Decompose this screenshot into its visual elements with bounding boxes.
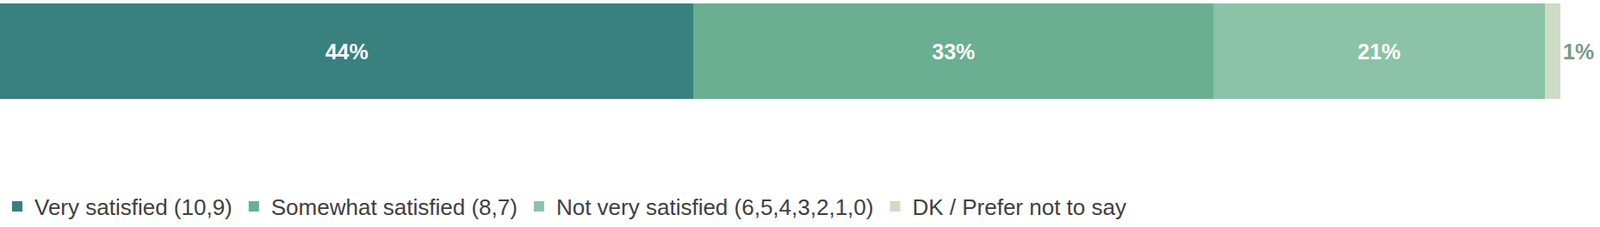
svg-text:Not very satisfied (6,5,4,3,2,: Not very satisfied (6,5,4,3,2,1,0) [556,194,875,221]
svg-text:Somewhat satisfied (8,7): Somewhat satisfied (8,7) [271,194,518,221]
svg-text:Very satisfied (10,9): Very satisfied (10,9) [34,194,233,221]
svg-text:33%: 33% [931,39,975,64]
svg-text:44%: 44% [325,39,369,64]
svg-text:DK / Prefer not to say: DK / Prefer not to say [911,194,1127,221]
svg-text:1%: 1% [1562,39,1594,64]
svg-text:21%: 21% [1357,39,1401,64]
